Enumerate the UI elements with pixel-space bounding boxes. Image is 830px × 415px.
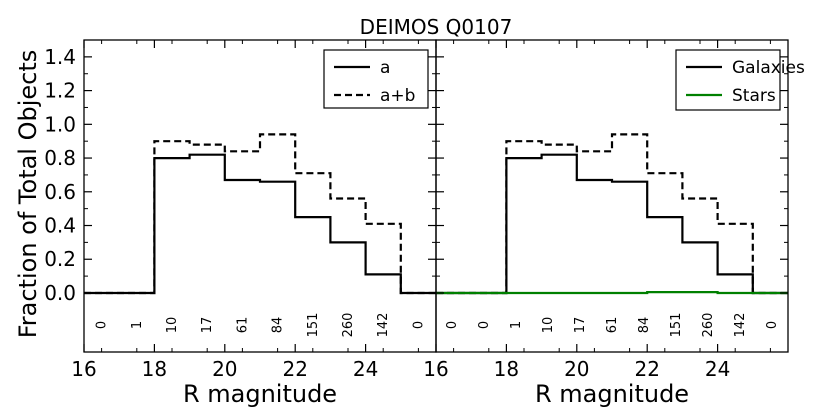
count-label-right: 0 xyxy=(765,321,780,329)
x-tick-label-left: 16 xyxy=(71,357,96,381)
y-tick-label: 0.6 xyxy=(44,180,76,204)
count-label-right: 0 xyxy=(445,321,460,329)
count-label-right: 142 xyxy=(733,313,748,338)
legend-label-left: a+b xyxy=(380,86,415,106)
count-label-right: 61 xyxy=(605,317,620,334)
x-tick-label-right: 20 xyxy=(564,357,589,381)
count-label-right: 151 xyxy=(669,313,684,338)
x-tick-label-right: 24 xyxy=(705,357,730,381)
x-tick-label-right: 16 xyxy=(423,357,448,381)
count-label-left: 151 xyxy=(306,313,321,338)
count-label-left: 61 xyxy=(235,317,250,334)
count-label-left: 10 xyxy=(165,317,180,334)
count-label-right: 1 xyxy=(509,321,524,329)
count-label-right: 260 xyxy=(701,313,716,338)
count-label-right: 84 xyxy=(637,317,652,334)
plot-frame-right xyxy=(435,39,789,353)
count-label-left: 260 xyxy=(341,313,356,338)
series-line-left-a xyxy=(84,153,436,295)
count-label-left: 84 xyxy=(271,317,286,334)
legend-box-right xyxy=(675,49,781,111)
y-tick-label: 0.4 xyxy=(44,214,76,238)
right-panel: 16 18 20 22 24 0 0 1 10 17 61 84 151 260 142 0 Galaxies S… xyxy=(423,39,805,381)
count-label-left: 1 xyxy=(130,321,145,329)
legend-label-right: Galaxies xyxy=(732,58,805,78)
series-line-right-series-1 xyxy=(436,133,788,295)
count-label-left: 0 xyxy=(411,321,426,329)
x-tick-label-left: 24 xyxy=(353,357,378,381)
y-tick-label: 0.2 xyxy=(44,247,76,271)
legend-box-left xyxy=(323,49,429,109)
y-axis-label: Fraction of Total Objects xyxy=(14,50,42,339)
count-label-right: 0 xyxy=(477,321,492,329)
count-label-right: 10 xyxy=(541,317,556,334)
x-axis-label-left: R magnitude xyxy=(183,380,337,408)
count-label-right: 17 xyxy=(573,317,588,334)
x-tick-label-left: 22 xyxy=(282,357,307,381)
y-tick-label: 1.2 xyxy=(44,79,76,103)
y-tick-label: 1.4 xyxy=(44,45,76,69)
chart-title: DEIMOS Q0107 xyxy=(360,15,513,39)
series-line-right-galaxies xyxy=(436,153,788,295)
x-tick-label-right: 18 xyxy=(494,357,519,381)
count-label-left: 142 xyxy=(376,313,391,338)
series-line-right-stars xyxy=(436,291,788,295)
legend-label-left: a xyxy=(380,58,390,78)
y-tick-label: 0.0 xyxy=(44,281,76,305)
y-tick-label: 1.0 xyxy=(44,112,76,136)
x-tick-label-right: 22 xyxy=(634,357,659,381)
y-tick-label: 0.8 xyxy=(44,146,76,170)
left-panel: 16 18 20 22 24 0.0 0.2 0.4 0.6 0.8 1.0 1.2 1.4 0 1 10 17… xyxy=(44,39,437,381)
count-label-left: 17 xyxy=(200,317,215,334)
x-tick-label-left: 18 xyxy=(142,357,167,381)
legend-label-right: Stars xyxy=(732,86,776,106)
x-tick-label-left: 20 xyxy=(212,357,237,381)
series-line-left-a-b xyxy=(84,133,436,295)
x-axis-label-right: R magnitude xyxy=(535,380,689,408)
count-label-left: 0 xyxy=(95,321,110,329)
